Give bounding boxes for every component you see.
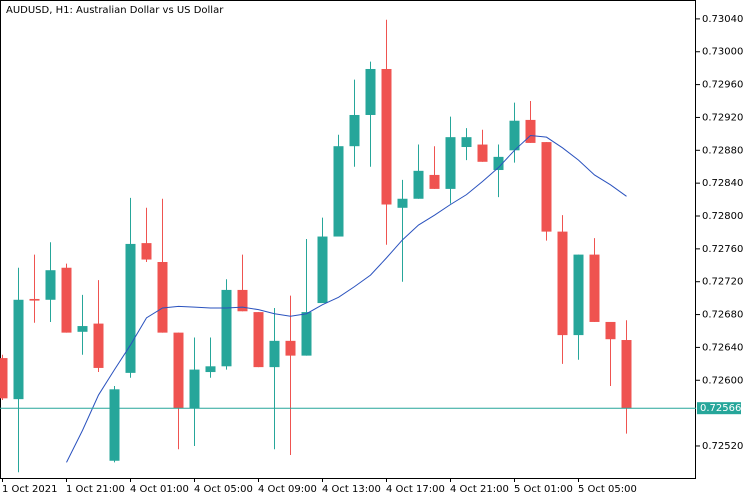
candle-body <box>93 323 104 368</box>
candle-body <box>237 289 248 312</box>
candle-body <box>461 137 472 148</box>
candle-body <box>221 289 232 367</box>
y-tick-label: 0.72960 <box>702 80 743 91</box>
x-tick-label: 5 Oct 01:00 <box>514 484 573 495</box>
candle-body <box>253 312 264 368</box>
candle-body <box>445 137 456 189</box>
candle-body <box>477 144 488 162</box>
candle-body <box>541 142 552 232</box>
x-tick-label: 1 Oct 2021 <box>2 484 57 495</box>
candle-body <box>173 332 184 409</box>
price-label: 0.72566 <box>700 403 741 414</box>
candle-body <box>29 298 40 301</box>
x-tick-label: 4 Oct 05:00 <box>194 484 253 495</box>
y-tick-label: 0.73000 <box>702 47 743 58</box>
candle-body <box>557 231 568 336</box>
candle-body <box>285 340 296 356</box>
candle-body <box>413 170 424 199</box>
candle-body <box>621 340 632 409</box>
candle-body <box>397 198 408 208</box>
candle-body <box>77 326 88 332</box>
candle-body <box>381 68 392 205</box>
candle-body <box>189 369 200 409</box>
x-tick-label: 1 Oct 21:00 <box>66 484 125 495</box>
chart-title: AUDUSD, H1: Australian Dollar vs US Doll… <box>6 5 224 16</box>
x-tick-label: 4 Oct 17:00 <box>386 484 445 495</box>
y-tick-label: 0.73040 <box>702 14 743 25</box>
candle-body <box>317 236 328 304</box>
candle-body <box>333 146 344 237</box>
candle-body <box>205 366 216 373</box>
candle-body <box>269 340 280 368</box>
x-tick-label: 4 Oct 21:00 <box>450 484 509 495</box>
candle-body <box>45 270 56 300</box>
x-tick-label: 4 Oct 09:00 <box>258 484 317 495</box>
x-tick-label: 5 Oct 05:00 <box>578 484 637 495</box>
candle-body <box>13 299 24 400</box>
price-label-bg <box>697 402 741 415</box>
candle-body <box>125 243 136 373</box>
moving-average <box>66 134 627 463</box>
y-tick-label: 0.72600 <box>702 375 743 386</box>
y-tick-label: 0.72840 <box>702 178 743 189</box>
candle-body <box>365 68 376 115</box>
plot-frame <box>0 0 696 479</box>
candle-body <box>589 254 600 322</box>
candle-body <box>141 243 152 260</box>
y-tick-label: 0.72640 <box>702 342 743 353</box>
candle-body <box>61 267 72 333</box>
y-tick-label: 0.72720 <box>702 277 743 288</box>
y-tick-label: 0.72800 <box>702 211 743 222</box>
y-tick-label: 0.72520 <box>702 441 743 452</box>
candle-body <box>429 174 440 189</box>
y-tick-label: 0.72680 <box>702 310 743 321</box>
x-tick-label: 4 Oct 01:00 <box>130 484 189 495</box>
candle-body <box>605 321 616 340</box>
candle-body <box>509 120 520 151</box>
candle-body <box>493 156 504 171</box>
candle-body <box>301 312 312 356</box>
y-tick-label: 0.72920 <box>702 112 743 123</box>
candle-body <box>525 119 536 143</box>
candle-body <box>573 254 584 336</box>
y-tick-label: 0.72880 <box>702 145 743 156</box>
candle-body <box>109 389 120 461</box>
y-tick-label: 0.72760 <box>702 244 743 255</box>
x-tick-label: 4 Oct 13:00 <box>322 484 381 495</box>
candle-body <box>349 114 360 147</box>
candle-body <box>157 261 168 333</box>
candle-body <box>0 358 8 399</box>
